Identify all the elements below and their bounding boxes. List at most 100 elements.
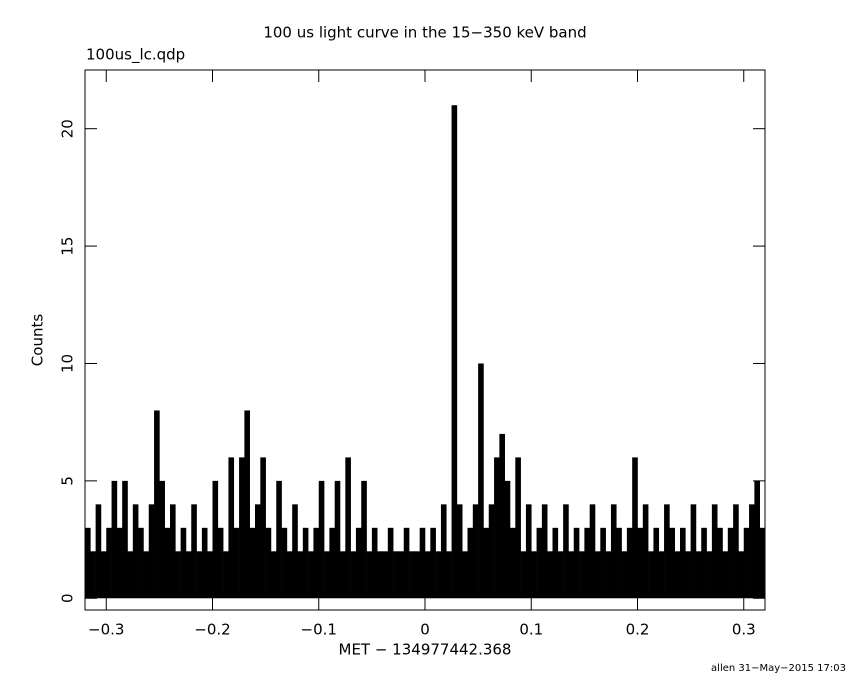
bar [85,527,91,599]
x-tick-label: −0.2 [194,621,230,639]
bar [499,433,505,599]
bar [722,551,729,599]
bar [605,551,612,599]
bar [196,551,203,599]
bar [302,527,309,599]
bar [467,527,474,599]
bar [642,504,649,599]
bar [175,551,181,599]
bar [680,527,686,599]
bar [446,551,452,599]
bar [584,527,590,599]
bar [239,457,245,599]
bar [759,527,766,599]
bar [122,480,128,599]
bar [143,551,150,599]
bar [393,551,399,599]
bar [616,527,622,599]
bar [547,551,553,599]
bar [265,527,272,599]
bar [462,551,468,599]
bar [711,504,718,599]
bar [286,551,293,599]
bar [520,551,527,599]
bar [382,551,389,599]
bar [478,363,484,599]
bar [525,504,532,599]
bar [733,504,739,599]
bar [217,527,224,599]
bar [409,551,415,599]
bar [568,551,575,599]
bar [414,551,420,599]
bar [552,527,559,599]
bar [90,551,96,599]
bar [685,551,691,599]
bar [223,551,229,599]
bar [148,504,155,599]
bar [706,551,713,599]
bar [116,527,123,599]
bar [191,504,197,599]
bar [270,551,277,599]
bar [95,504,102,599]
y-tick-label: 0 [59,593,77,603]
bar [403,527,410,599]
bar [637,527,644,599]
bar [260,457,266,599]
chart-subtitle: 100us_lc.qdp [86,46,185,65]
bar [249,527,256,599]
bar [127,551,134,599]
y-axis-label: Counts [29,314,47,367]
bar [579,551,585,599]
bar [366,551,373,599]
bar [425,551,431,599]
bar [531,551,537,599]
bar [690,504,697,599]
bar [276,480,282,599]
bar [228,457,235,599]
bar [111,480,118,599]
bar [350,551,357,599]
bar [504,480,511,599]
bar [154,410,160,599]
bar [340,551,346,599]
bar [600,527,606,599]
x-tick-label: 0 [420,621,430,639]
bar [313,527,320,599]
bar [281,527,288,599]
bar [334,480,341,599]
bar [292,504,298,599]
bar [483,527,490,599]
bar [170,504,176,599]
bar [355,527,362,599]
bar [255,504,261,599]
bar [451,105,458,599]
bar [621,551,628,599]
x-tick-label: 0.2 [626,621,650,639]
bar [701,527,707,599]
x-tick-label: 0.1 [519,621,543,639]
bar [212,480,219,599]
bar [573,527,580,599]
bar [185,551,192,599]
bar [159,480,165,599]
bar [132,504,139,599]
bar [329,527,335,599]
x-tick-label: 0.3 [732,621,756,639]
bar [472,504,479,599]
bar [435,551,442,599]
bar [664,504,670,599]
y-tick-label: 10 [59,354,77,373]
y-tick-label: 5 [59,476,77,486]
bar [717,527,723,599]
y-tick-label: 20 [59,119,77,138]
bar [387,527,394,599]
bar [494,457,500,599]
bar [318,480,325,599]
bar [377,551,383,599]
bar [138,527,144,599]
bar [297,551,304,599]
bar [100,551,107,599]
